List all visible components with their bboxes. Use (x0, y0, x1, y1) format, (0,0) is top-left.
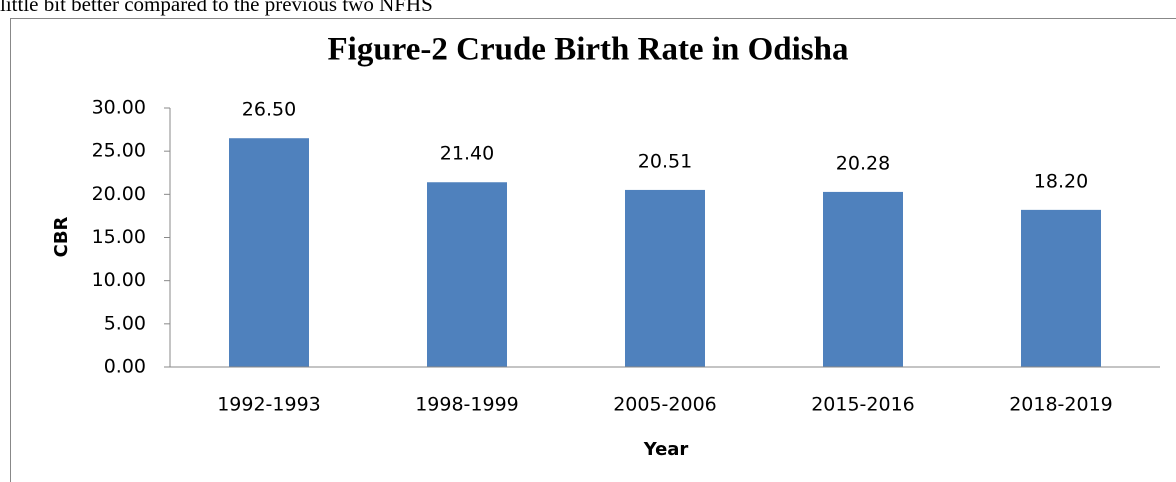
x-tick-label: 2015-2016 (811, 394, 915, 416)
y-tick-label: 5.00 (104, 312, 146, 334)
y-tick-label: 0.00 (104, 356, 146, 378)
chart-title: Figure-2 Crude Birth Rate in Odisha (328, 32, 849, 68)
y-tick-label: 20.00 (92, 183, 146, 205)
value-label: 20.51 (638, 150, 692, 172)
value-label: 20.28 (836, 152, 890, 174)
x-tick-label: 1992-1993 (217, 394, 321, 416)
x-axis-label: Year (643, 439, 689, 460)
x-tick-label: 1998-1999 (415, 394, 519, 416)
bar (427, 182, 507, 367)
x-tick-label: 2005-2006 (613, 394, 717, 416)
bar (823, 191, 903, 367)
bar (625, 189, 705, 367)
value-label: 18.20 (1034, 170, 1088, 192)
y-tick-label: 30.00 (92, 97, 146, 119)
y-tick-label: 10.00 (92, 269, 146, 291)
y-tick-label: 25.00 (92, 140, 146, 162)
y-tick-label: 15.00 (92, 226, 146, 248)
bar (1021, 209, 1101, 367)
page-text: little bit better compared to the previo… (0, 0, 433, 16)
bar (229, 138, 309, 367)
x-tick-label: 2018-2019 (1009, 394, 1113, 416)
chart-frame (10, 18, 1176, 482)
y-axis-label: CBR (51, 216, 72, 257)
value-label: 26.50 (242, 99, 296, 121)
value-label: 21.40 (440, 143, 494, 165)
